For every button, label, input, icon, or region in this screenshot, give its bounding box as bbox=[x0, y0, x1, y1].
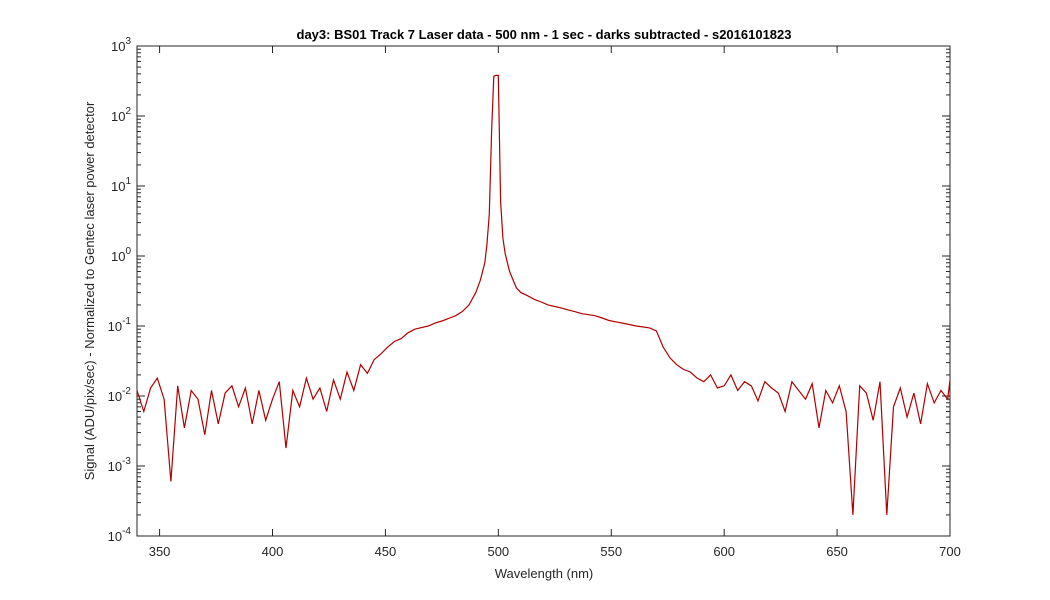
y-tick-label: 100 bbox=[111, 246, 131, 264]
x-tick-label: 350 bbox=[149, 544, 171, 559]
y-axis-label: Signal (ADU/pix/sec) - Normalized to Gen… bbox=[82, 101, 97, 480]
y-axis: 10-4 10-3 10-2 10-1 100 101 102 103 bbox=[108, 36, 950, 544]
y-tick-label: 10-2 bbox=[108, 386, 132, 404]
series-line bbox=[136, 74, 951, 515]
x-tick-label: 400 bbox=[262, 544, 284, 559]
y-tick-label: 101 bbox=[111, 176, 131, 194]
chart-title: day3: BS01 Track 7 Laser data - 500 nm -… bbox=[297, 27, 792, 42]
y-tick-label: 10-3 bbox=[108, 456, 132, 474]
y-tick-label: 102 bbox=[111, 106, 131, 124]
y-tick-label: 10-4 bbox=[108, 526, 132, 544]
x-tick-label: 700 bbox=[939, 544, 961, 559]
y-tick-label: 103 bbox=[111, 36, 131, 54]
x-tick-label: 600 bbox=[713, 544, 735, 559]
x-axis-label: Wavelength (nm) bbox=[495, 566, 594, 581]
y-tick-label: 10-1 bbox=[108, 316, 132, 334]
x-tick-label: 500 bbox=[487, 544, 509, 559]
x-tick-label: 450 bbox=[375, 544, 397, 559]
x-axis: 350 400 450 500 550 600 650 700 bbox=[149, 46, 961, 559]
plot-area: 350 400 450 500 550 600 650 700 10-410-310-210-… bbox=[108, 36, 961, 559]
axes-box bbox=[136, 45, 951, 537]
x-tick-label: 650 bbox=[826, 544, 848, 559]
x-tick-label: 550 bbox=[600, 544, 622, 559]
